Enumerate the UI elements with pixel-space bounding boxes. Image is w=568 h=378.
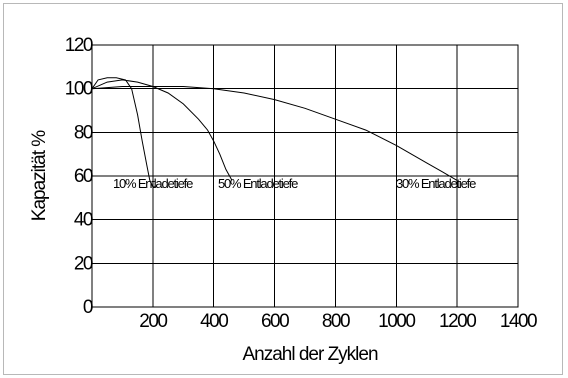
y-tick-label: 40 [74,210,93,231]
y-tick-label: 100 [65,79,93,100]
annotation-30-percent: 30% Entladetiefe [396,176,476,191]
annotation-50-percent: 50% Entladetiefe [218,176,298,191]
x-tick-label: 1200 [439,311,476,332]
y-tick-label: 120 [65,35,93,56]
x-tick-label: 1000 [378,311,415,332]
y-tick-label: 60 [74,166,93,187]
y-tick-label: 0 [83,297,93,318]
x-tick-labels: 200 400 600 800 1000 1200 1400 [139,311,537,332]
y-tick-label: 80 [74,122,93,143]
y-axis-title: Kapazität % [29,130,50,221]
series-line-1 [92,80,232,180]
annotation-10-percent: 10% Entladetiefe [113,176,193,191]
y-tick-label: 20 [74,253,93,274]
x-tick-label: 600 [261,311,289,332]
x-tick-label: 1400 [500,311,537,332]
x-tick-label: 400 [200,311,228,332]
x-tick-label: 200 [139,311,167,332]
x-axis-title: Anzahl der Zyklen [242,344,378,365]
x-tick-label: 800 [322,311,350,332]
y-tick-labels: 0 20 40 60 80 100 120 [65,35,93,318]
